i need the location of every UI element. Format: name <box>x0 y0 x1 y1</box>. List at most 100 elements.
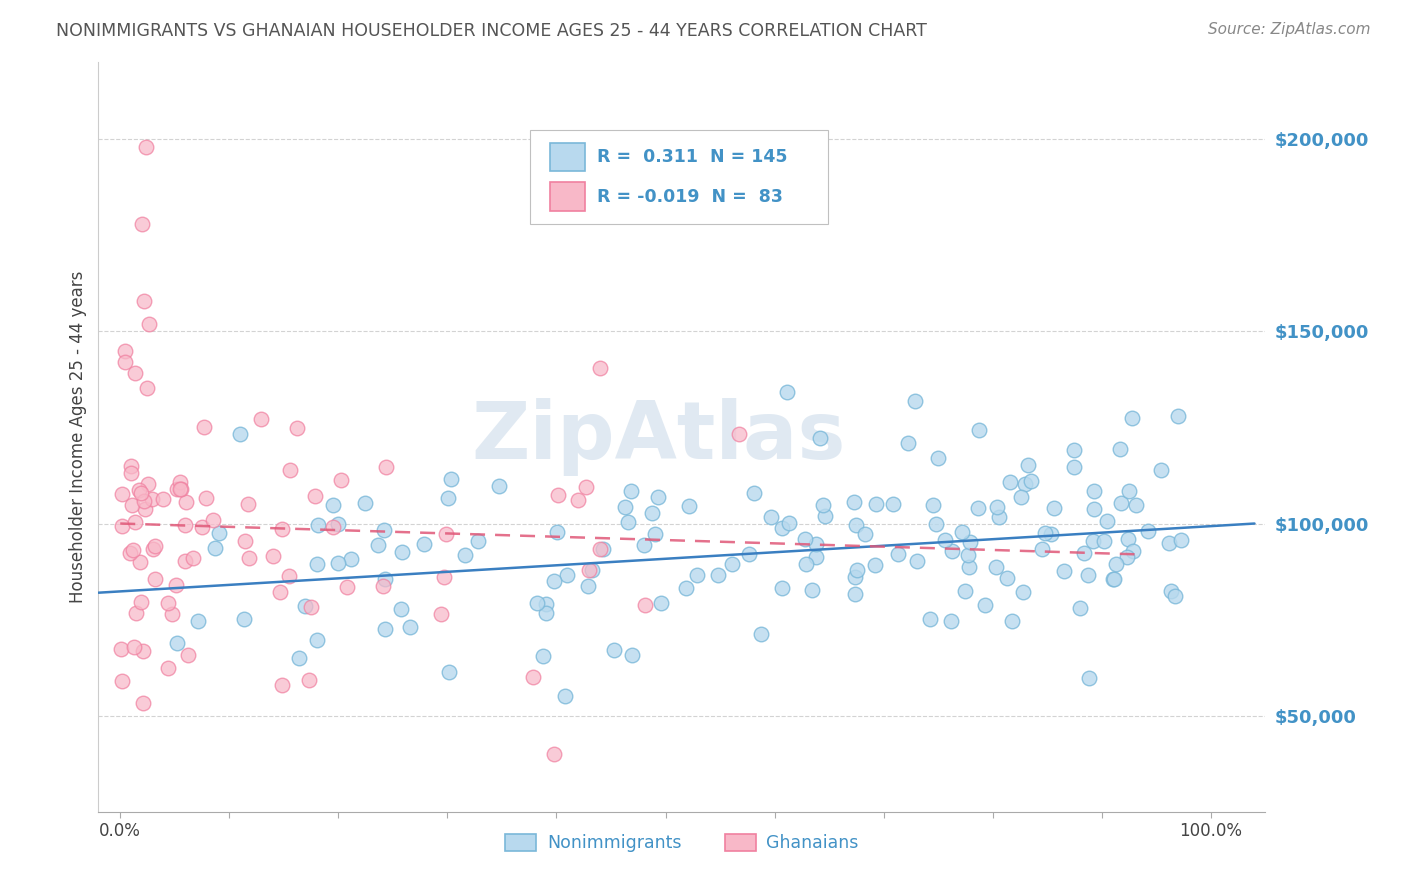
Point <box>1083 502 1105 516</box>
Point <box>367 538 389 552</box>
Point <box>1118 483 1140 498</box>
Point <box>1033 526 1056 541</box>
Text: R = -0.019  N =  83: R = -0.019 N = 83 <box>596 187 783 205</box>
Point <box>675 581 697 595</box>
Point <box>399 620 422 634</box>
Point <box>128 483 150 497</box>
Point <box>436 491 458 505</box>
Point <box>1083 483 1105 498</box>
Point <box>531 648 554 663</box>
Point <box>886 547 908 561</box>
Point <box>132 644 155 658</box>
Point <box>882 497 904 511</box>
Point <box>136 476 159 491</box>
Point <box>547 488 569 502</box>
FancyBboxPatch shape <box>550 182 585 211</box>
Point <box>120 466 142 480</box>
Point <box>846 563 869 577</box>
Point <box>249 412 271 426</box>
Point <box>761 510 783 524</box>
Point <box>413 537 436 551</box>
Point <box>335 580 357 594</box>
Point <box>124 366 146 380</box>
Point <box>278 569 301 583</box>
Point <box>120 458 142 473</box>
Point <box>204 541 226 555</box>
Point <box>620 484 643 499</box>
Point <box>616 515 638 529</box>
Point <box>1012 584 1035 599</box>
Point <box>1160 583 1182 598</box>
Point <box>142 542 165 557</box>
Point <box>453 548 475 562</box>
Point <box>166 483 188 497</box>
Point <box>770 520 793 534</box>
Point <box>1102 572 1125 586</box>
Point <box>1115 549 1137 564</box>
Point <box>1001 614 1024 628</box>
Point <box>440 472 463 486</box>
Text: R =  0.311  N = 145: R = 0.311 N = 145 <box>596 148 787 166</box>
Point <box>863 558 886 572</box>
Point <box>720 557 742 571</box>
Point <box>749 627 772 641</box>
Point <box>1031 542 1053 557</box>
Point <box>1122 544 1144 558</box>
Point <box>111 486 134 500</box>
Point <box>124 607 146 621</box>
Point <box>110 519 132 533</box>
FancyBboxPatch shape <box>530 130 828 224</box>
Point <box>844 587 866 601</box>
Point <box>194 491 217 506</box>
Point <box>927 451 949 466</box>
Point <box>1017 458 1039 472</box>
Point <box>169 483 191 497</box>
Point <box>1077 671 1099 685</box>
Point <box>522 670 544 684</box>
Point <box>129 595 152 609</box>
Point <box>238 551 260 566</box>
Point <box>543 747 565 761</box>
Point <box>162 607 184 621</box>
Point <box>588 542 610 557</box>
Point <box>433 570 456 584</box>
Point <box>467 533 489 548</box>
Point <box>121 498 143 512</box>
Point <box>941 614 963 628</box>
Point <box>307 517 329 532</box>
Point <box>1077 568 1099 582</box>
Point <box>271 522 294 536</box>
Point <box>603 642 626 657</box>
Text: NONIMMIGRANTS VS GHANAIAN HOUSEHOLDER INCOME AGES 25 - 44 YEARS CORRELATION CHAR: NONIMMIGRANTS VS GHANAIAN HOUSEHOLDER IN… <box>56 22 927 40</box>
Point <box>526 596 548 610</box>
Point <box>434 527 457 541</box>
Point <box>974 598 997 612</box>
Point <box>236 497 259 511</box>
Point <box>135 140 157 154</box>
Point <box>685 567 707 582</box>
Point <box>174 517 197 532</box>
Point <box>322 498 344 512</box>
Y-axis label: Householder Income Ages 25 - 44 years: Householder Income Ages 25 - 44 years <box>69 271 87 603</box>
Point <box>1053 564 1076 578</box>
Point <box>543 574 565 589</box>
Point <box>1163 589 1185 603</box>
Point <box>235 534 257 549</box>
Point <box>987 509 1010 524</box>
Point <box>1170 533 1192 547</box>
Point <box>354 496 377 510</box>
Point <box>845 517 868 532</box>
Point <box>122 543 145 558</box>
Point <box>1159 535 1181 549</box>
Point <box>588 360 610 375</box>
Point <box>129 555 152 569</box>
Point <box>640 506 662 520</box>
Point <box>177 648 200 662</box>
Point <box>950 524 973 539</box>
Point <box>567 493 589 508</box>
Point <box>576 579 599 593</box>
Point <box>232 612 254 626</box>
Point <box>1069 601 1091 615</box>
Point <box>855 526 877 541</box>
Point <box>373 523 395 537</box>
